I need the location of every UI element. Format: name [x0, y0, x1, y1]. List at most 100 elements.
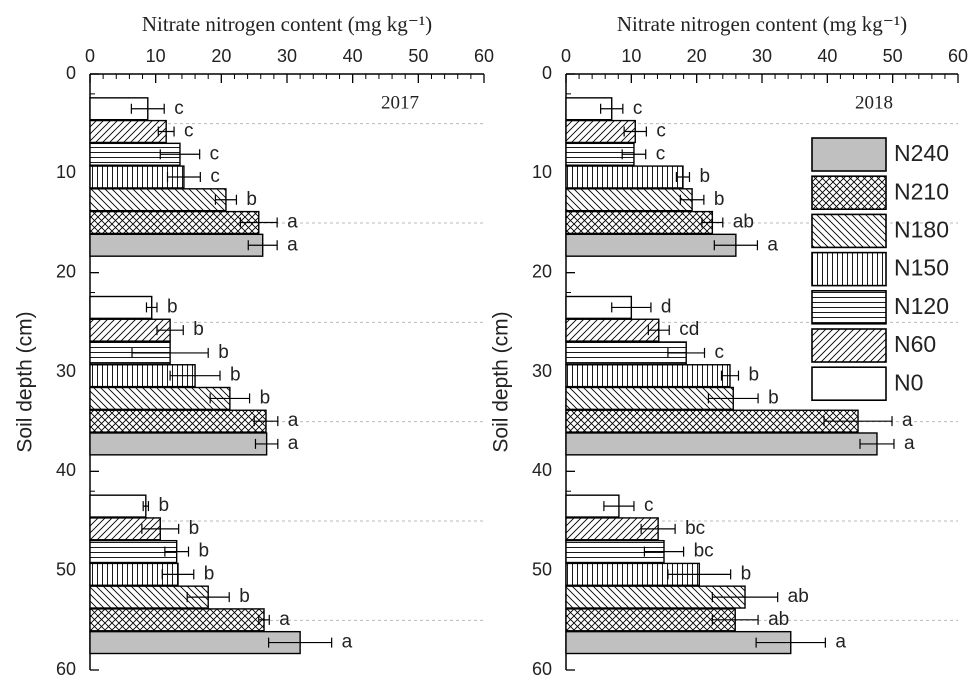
error-bar	[640, 523, 676, 534]
y-tick-label: 10	[532, 162, 552, 182]
legend-swatch	[811, 251, 887, 287]
x-tick-label: 0	[561, 46, 571, 66]
bar	[89, 210, 260, 235]
y-axis-title: Soil depth (cm)	[490, 311, 513, 452]
x-tick-label: 0	[85, 46, 95, 66]
x-tick-label: 20	[687, 46, 707, 66]
bar	[89, 539, 178, 564]
error-bar	[141, 523, 180, 534]
error-bar	[161, 569, 195, 580]
y-tick-label: 30	[56, 361, 76, 381]
error-bar	[711, 614, 759, 625]
error-bar	[707, 393, 759, 404]
error-bar	[600, 103, 624, 114]
error-bar	[675, 172, 691, 183]
bar	[565, 233, 737, 257]
bar	[89, 295, 153, 320]
y-tick-label: 40	[532, 460, 552, 480]
significance-letter: b	[158, 495, 169, 516]
significance-letter: b	[193, 319, 204, 340]
legend-label: N210	[894, 178, 949, 204]
error-bar	[247, 240, 278, 251]
x-tick-label: 50	[883, 46, 903, 66]
bar	[565, 188, 693, 212]
legend-swatch	[811, 366, 887, 402]
x-tick-label: 60	[474, 46, 494, 66]
error-bar	[145, 302, 158, 313]
bar	[89, 386, 231, 411]
significance-letter: b	[699, 166, 710, 187]
error-bar	[142, 501, 150, 512]
significance-letter: a	[288, 433, 299, 454]
significance-letter: c	[210, 166, 220, 187]
significance-letter: a	[767, 234, 778, 255]
significance-letter: a	[904, 433, 915, 454]
bar	[565, 432, 878, 456]
y-tick-label: 0	[542, 63, 552, 83]
significance-letter: b	[199, 541, 210, 562]
error-bar	[720, 370, 740, 381]
bar	[89, 608, 265, 632]
error-bar	[209, 393, 251, 404]
bar	[565, 318, 660, 342]
significance-letter: b	[189, 518, 200, 539]
bar	[89, 494, 147, 518]
significance-letter: c	[174, 98, 184, 119]
y-tick-label: 60	[532, 659, 552, 679]
error-bar	[157, 126, 175, 137]
significance-letter: bc	[685, 518, 705, 539]
x-axis-title: Nitrate nitrogen content (mg kg⁻¹)	[617, 12, 907, 36]
error-bar	[667, 569, 732, 580]
panel-label: 2017	[381, 92, 419, 113]
error-bar	[258, 614, 270, 625]
significance-letter: c	[656, 143, 666, 164]
y-tick-label: 60	[56, 659, 76, 679]
significance-letter: c	[633, 98, 643, 119]
error-bar	[713, 240, 759, 251]
x-tick-label: 60	[948, 46, 968, 66]
y-tick-label: 30	[532, 361, 552, 381]
significance-letter: a	[835, 632, 846, 653]
significance-letter: c	[715, 342, 725, 363]
error-bar	[131, 347, 209, 358]
error-bar	[711, 592, 779, 603]
significance-letter: a	[342, 632, 353, 653]
legend-swatch	[811, 137, 887, 172]
error-bar	[679, 194, 705, 205]
y-tick-label: 0	[66, 63, 76, 83]
legend-swatch	[811, 289, 887, 325]
significance-letter: ab	[733, 212, 754, 233]
significance-letter: a	[279, 609, 290, 630]
x-tick-label: 10	[621, 46, 641, 66]
y-tick-label: 50	[532, 559, 552, 579]
error-bar	[169, 370, 221, 381]
y-axis-title: Soil depth (cm)	[14, 311, 37, 452]
error-bar	[164, 546, 190, 557]
error-bar	[239, 217, 278, 228]
significance-letter: b	[768, 387, 779, 408]
error-bar	[667, 347, 706, 358]
x-axis-title: Nitrate nitrogen content (mg kg⁻¹)	[142, 12, 432, 36]
error-bar	[823, 416, 893, 427]
legend-label: N180	[894, 216, 949, 242]
significance-letter: bc	[694, 541, 714, 562]
significance-letter: b	[230, 365, 241, 386]
x-tick-label: 50	[408, 46, 428, 66]
y-tick-label: 40	[56, 460, 76, 480]
bar	[89, 432, 268, 456]
legend-swatch	[811, 328, 887, 363]
error-bar	[643, 546, 685, 557]
error-bar	[159, 149, 201, 160]
error-bar	[130, 103, 165, 114]
error-bar	[186, 592, 230, 603]
significance-letter: b	[204, 563, 215, 584]
significance-letter: c	[184, 121, 194, 142]
error-bar	[268, 637, 333, 648]
significance-letter: a	[287, 234, 298, 255]
error-bar	[755, 637, 826, 648]
y-tick-label: 10	[56, 162, 76, 182]
significance-letter: b	[239, 586, 250, 607]
error-bar	[603, 501, 635, 512]
error-bar	[156, 325, 184, 336]
